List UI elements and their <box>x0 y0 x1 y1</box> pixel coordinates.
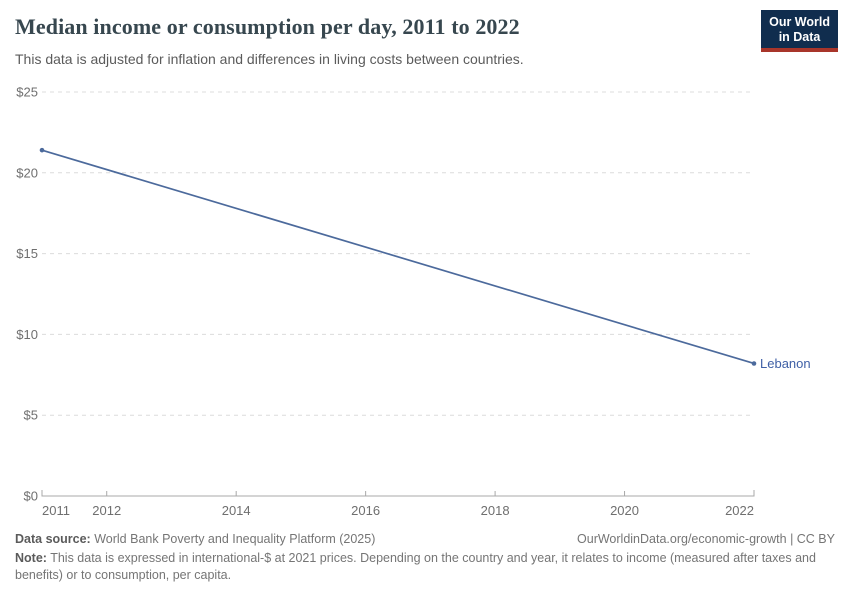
line-chart: $0 $5 $10 $15 $20 $25 2011 2012 2014 2016 2018 2020… <box>0 80 850 525</box>
chart-canvas: $0 $5 $10 $15 $20 $25 2011 2012 2014 2016 2018 2020… <box>16 85 811 519</box>
data-source-line: Data source: World Bank Poverty and Ineq… <box>15 531 375 548</box>
chart-subtitle: This data is adjusted for inflation and … <box>15 51 524 67</box>
series-line-lebanon[interactable] <box>41 149 755 365</box>
chart-footer: Data source: World Bank Poverty and Ineq… <box>15 531 835 583</box>
attribution-link[interactable]: OurWorldinData.org/economic-growth | CC … <box>577 532 835 546</box>
x-tick-label: 2011 <box>42 503 70 518</box>
x-tick-label: 2012 <box>92 503 121 518</box>
data-point-marker <box>751 361 757 366</box>
data-point-marker <box>39 147 45 153</box>
note-line: Note: This data is expressed in internat… <box>15 550 835 584</box>
y-tick-label: $15 <box>16 246 38 261</box>
x-tick-label: 2018 <box>481 503 510 518</box>
note-text: This data is expressed in international-… <box>15 550 816 582</box>
y-tick-label: $5 <box>24 408 38 423</box>
x-tick-label: 2020 <box>610 503 639 518</box>
y-tick-label: $0 <box>24 489 38 504</box>
series-label-lebanon[interactable]: Lebanon <box>760 356 811 371</box>
data-source-text: World Bank Poverty and Inequality Platfo… <box>94 532 376 546</box>
owid-logo-line2: in Data <box>778 30 821 44</box>
data-source-label: Data source: <box>15 532 91 546</box>
y-tick-label: $25 <box>16 85 38 100</box>
owid-logo-line1: Our World <box>769 15 830 29</box>
y-tick-label: $10 <box>16 327 38 342</box>
y-tick-label: $20 <box>16 165 38 180</box>
note-label: Note: <box>15 550 47 565</box>
x-tick-label: 2016 <box>351 503 380 518</box>
x-axis <box>41 490 755 497</box>
x-tick-label: 2022 <box>725 503 754 518</box>
owid-logo: Our World in Data <box>761 10 838 52</box>
x-tick-label: 2014 <box>222 503 251 518</box>
page-title: Median income or consumption per day, 20… <box>15 14 520 39</box>
